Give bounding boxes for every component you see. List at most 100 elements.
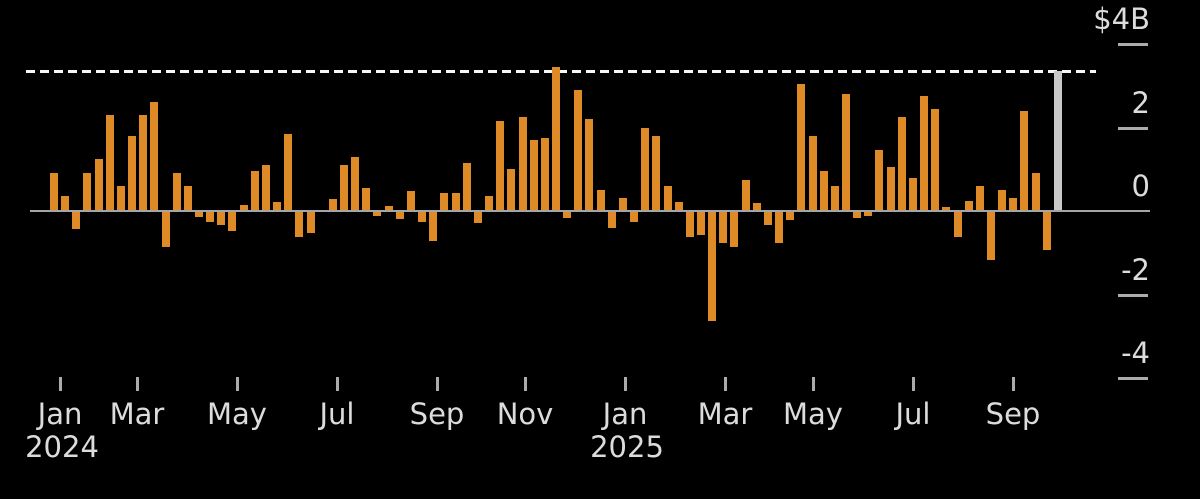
x-axis-tick-sep-4 xyxy=(436,377,439,391)
y-axis-tick--2 xyxy=(1118,293,1148,297)
x-axis-tick-jan-6 xyxy=(624,377,627,391)
bar-week-50 xyxy=(596,190,605,211)
bar-week-57 xyxy=(674,201,683,211)
bar-week-58 xyxy=(685,212,694,238)
bar-week-41 xyxy=(496,121,505,211)
bar-week-89 xyxy=(1031,173,1040,211)
bar-week-32 xyxy=(395,212,404,220)
bar-week-19 xyxy=(250,171,259,211)
y-axis-tick-4 xyxy=(1118,43,1148,46)
x-axis-label-sep-4: Sep xyxy=(409,397,465,431)
y-axis-tick--4 xyxy=(1118,377,1148,380)
bar-week-66 xyxy=(775,212,784,244)
bar-week-60 xyxy=(708,212,717,321)
bar-week-29 xyxy=(362,188,371,211)
y-axis-label-2: 2 xyxy=(1131,85,1150,120)
bar-week-17 xyxy=(228,212,237,231)
latest-week-bar xyxy=(1053,71,1062,211)
zero-axis-line xyxy=(30,210,1150,212)
bar-week-61 xyxy=(719,212,728,244)
bar-week-75 xyxy=(875,150,884,211)
bar-week-24 xyxy=(306,212,315,233)
bar-week-84 xyxy=(975,185,984,211)
x-axis-label-jan-0: Jan xyxy=(37,397,83,431)
x-axis-tick-jul-3 xyxy=(336,377,339,391)
bar-week-72 xyxy=(842,94,850,211)
bar-week-3 xyxy=(72,212,81,229)
bar-week-40 xyxy=(485,196,494,211)
bar-week-37 xyxy=(451,193,460,211)
bar-week-27 xyxy=(340,165,349,211)
x-axis-tick-mar-1 xyxy=(136,377,139,391)
bar-week-88 xyxy=(1020,110,1029,211)
bar-week-80 xyxy=(931,108,940,211)
bar-week-54 xyxy=(641,127,650,211)
x-axis-label-jul-9: Jul xyxy=(895,397,931,431)
bar-week-83 xyxy=(964,200,973,211)
bar-week-82 xyxy=(953,212,962,238)
bar-week-51 xyxy=(607,212,616,228)
bar-week-5 xyxy=(94,158,103,211)
bar-week-78 xyxy=(908,177,917,211)
x-axis-label-jan-6: Jan xyxy=(602,397,648,431)
bar-week-86 xyxy=(998,190,1007,211)
bar-week-81 xyxy=(942,206,951,211)
bar-week-18 xyxy=(239,204,248,211)
bar-week-28 xyxy=(351,156,360,211)
bar-week-47 xyxy=(563,212,572,219)
bar-week-38 xyxy=(462,162,471,211)
bar-week-8 xyxy=(128,135,137,211)
bar-week-26 xyxy=(328,199,337,211)
bar-week-63 xyxy=(741,179,750,211)
bar-week-11 xyxy=(161,212,170,248)
bar-week-34 xyxy=(418,212,427,223)
x-axis-tick-sep-10 xyxy=(1012,377,1015,391)
record-level-dashed-line xyxy=(26,70,1096,74)
bar-week-90 xyxy=(1042,212,1051,250)
x-axis-label-jul-3: Jul xyxy=(319,397,355,431)
bar-week-77 xyxy=(897,117,906,211)
x-axis-year-label-2024: 2024 xyxy=(25,430,99,464)
bar-week-6 xyxy=(105,114,114,211)
bar-week-16 xyxy=(217,212,226,226)
x-axis-year-label-2025: 2025 xyxy=(590,430,664,464)
bar-week-46 xyxy=(551,66,560,211)
bar-week-59 xyxy=(696,212,705,235)
bar-week-35 xyxy=(429,212,438,242)
bar-week-20 xyxy=(261,165,270,211)
bar-week-85 xyxy=(987,212,996,260)
bar-week-70 xyxy=(819,171,828,211)
bar-week-12 xyxy=(172,173,181,211)
bar-week-79 xyxy=(920,96,929,211)
x-axis-label-mar-1: Mar xyxy=(109,397,165,431)
y-axis-label--4: -4 xyxy=(1121,336,1150,370)
y-axis-label-0: 0 xyxy=(1131,169,1150,203)
bar-week-76 xyxy=(886,167,895,211)
bar-week-14 xyxy=(195,212,203,217)
x-axis-tick-may-8 xyxy=(812,377,815,391)
x-axis-label-nov-5: Nov xyxy=(496,397,554,431)
x-axis-label-may-8: May xyxy=(783,397,843,431)
bar-week-30 xyxy=(373,212,382,217)
bar-week-7 xyxy=(116,185,125,211)
x-axis-tick-may-2 xyxy=(236,377,239,391)
bar-week-33 xyxy=(406,190,415,211)
bar-week-71 xyxy=(830,185,839,211)
bar-week-42 xyxy=(507,169,516,211)
x-axis-tick-nov-5 xyxy=(524,377,527,391)
bar-week-69 xyxy=(808,135,817,211)
x-axis-tick-jul-9 xyxy=(912,377,915,391)
bar-week-15 xyxy=(206,212,215,223)
bar-week-62 xyxy=(730,212,739,248)
x-axis-label-sep-10: Sep xyxy=(985,397,1041,431)
bar-week-45 xyxy=(540,137,549,211)
bar-week-53 xyxy=(630,212,639,223)
bar-week-43 xyxy=(518,117,527,211)
x-axis-tick-jan-0 xyxy=(59,377,62,391)
bar-week-56 xyxy=(663,185,672,211)
bar-week-1 xyxy=(50,173,58,211)
x-axis-label-mar-7: Mar xyxy=(697,397,753,431)
bar-week-21 xyxy=(273,201,282,211)
bar-week-55 xyxy=(652,135,661,211)
